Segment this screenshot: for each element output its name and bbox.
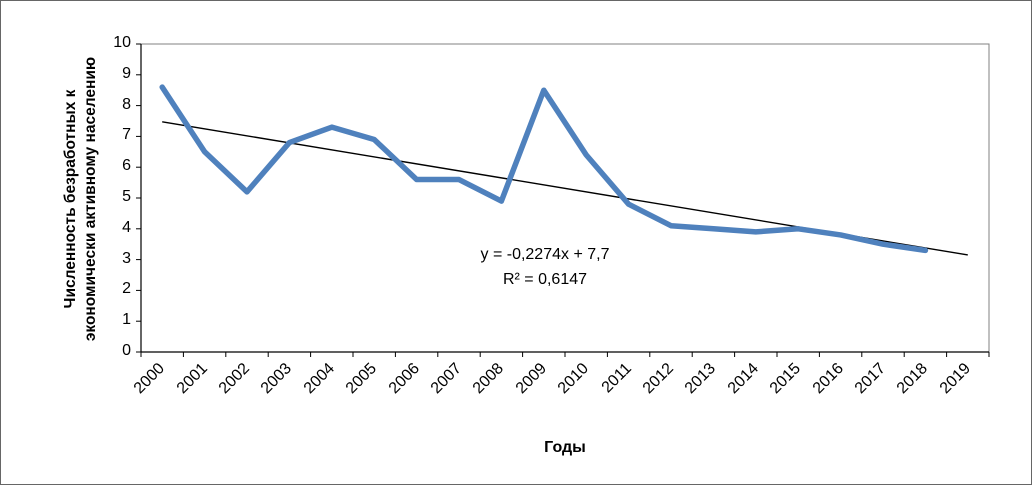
y-axis-title-line1: Численность безработных к	[62, 89, 79, 309]
y-tick-label: 7	[122, 126, 131, 144]
trendline-r-squared: R² = 0,6147	[502, 270, 588, 288]
y-tick-label: 1	[122, 311, 131, 329]
y-tick-label: 6	[122, 157, 131, 175]
trendline-equation: y = -0,2274x + 7,7	[480, 246, 610, 263]
trendline-label: y = -0,2274x + 7,7 R² = 0,6147	[409, 243, 681, 293]
y-tick-label: 2	[122, 280, 131, 298]
y-axis-title-line2: экономически активному населению	[82, 56, 100, 342]
y-tick-label: 4	[122, 218, 131, 236]
y-tick-label: 10	[113, 34, 131, 51]
y-tick-label: 3	[122, 249, 131, 267]
y-tick-label: 8	[122, 95, 131, 113]
x-axis-title: Годы	[544, 439, 586, 456]
y-tick-label: 5	[122, 188, 131, 205]
y-tick-label: 9	[122, 64, 131, 82]
y-axis-title: Численность безработных к экономически а…	[61, 31, 105, 367]
y-tick-label: 0	[122, 342, 131, 359]
